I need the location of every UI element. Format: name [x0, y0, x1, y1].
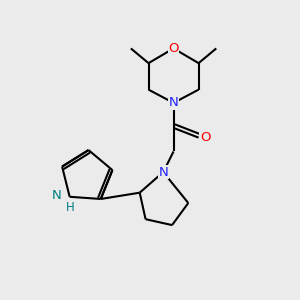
Text: H: H — [66, 202, 75, 214]
Text: N: N — [52, 189, 61, 202]
Text: O: O — [168, 42, 179, 55]
Text: O: O — [200, 131, 210, 144]
Text: N: N — [169, 96, 178, 110]
Text: N: N — [158, 166, 168, 178]
